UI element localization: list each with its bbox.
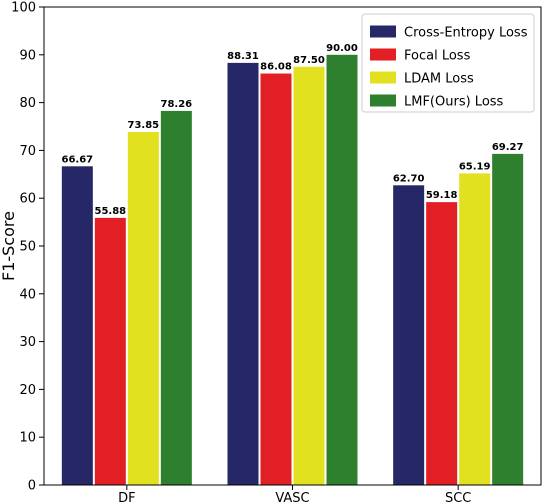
y-tick-label: 40: [19, 287, 36, 302]
y-tick-label: 100: [11, 1, 36, 16]
legend-entry-label: Focal Loss: [404, 49, 471, 64]
bar-value-label: 62.70: [393, 173, 425, 184]
bar: [61, 166, 93, 486]
x-tick-label: DF: [118, 491, 136, 502]
legend-entry-label: LMF(Ours) Loss: [404, 95, 504, 110]
y-tick-label: 0: [28, 479, 36, 494]
bar: [260, 73, 292, 485]
bar-value-label: 86.08: [260, 62, 292, 73]
bar-value-label: 78.26: [161, 99, 193, 110]
bar-value-label: 59.18: [426, 190, 458, 201]
bar-value-label: 73.85: [128, 120, 160, 131]
plot-frame: [43, 6, 542, 486]
y-tick-label: 80: [19, 96, 36, 111]
bar-value-label: 55.88: [95, 206, 127, 217]
y-tick-label: 50: [19, 240, 36, 255]
y-axis: 0 10 20 30 40 50 60 70 80 90 100: [11, 1, 44, 494]
y-tick-label: 10: [19, 431, 36, 446]
bar-value-label: 90.00: [326, 43, 358, 54]
legend: Cross-Entropy Loss Focal Loss LDAM Loss LMF…: [361, 13, 535, 113]
y-tick-label: 60: [19, 192, 36, 207]
x-axis: DF VASC SCC: [118, 485, 471, 502]
legend-swatch: [370, 94, 396, 107]
bar-value-label: 69.27: [492, 142, 524, 153]
bar: [293, 66, 325, 485]
legend-entry-label: Cross-Entropy Loss: [404, 26, 528, 41]
bar-value-label: 88.31: [227, 51, 259, 62]
y-axis-label: F1-Score: [0, 211, 18, 281]
bar-value-label: 87.50: [293, 55, 325, 66]
y-tick-label: 30: [19, 335, 36, 350]
bar: [459, 173, 491, 486]
y-tick-label: 90: [19, 48, 36, 63]
x-tick-label: VASC: [275, 491, 309, 502]
legend-swatch: [370, 71, 396, 84]
bar-value-label: 65.19: [459, 161, 491, 172]
bar-value-label: 66.67: [62, 154, 94, 165]
bar: [94, 217, 126, 485]
legend-entry-label: LDAM Loss: [404, 72, 474, 87]
bar: [160, 110, 192, 485]
legend-box: [361, 13, 535, 113]
legend-swatch: [370, 25, 396, 38]
bar: [227, 62, 259, 485]
bar: [492, 153, 524, 485]
y-tick-label: 20: [19, 383, 36, 398]
y-tick-label: 70: [19, 144, 36, 159]
bar: [326, 54, 358, 486]
x-tick-label: SCC: [445, 491, 471, 502]
bars-layer: [61, 54, 524, 486]
bar: [426, 202, 458, 485]
bar: [127, 131, 159, 485]
legend-swatch: [370, 48, 396, 61]
bar: [393, 185, 425, 485]
